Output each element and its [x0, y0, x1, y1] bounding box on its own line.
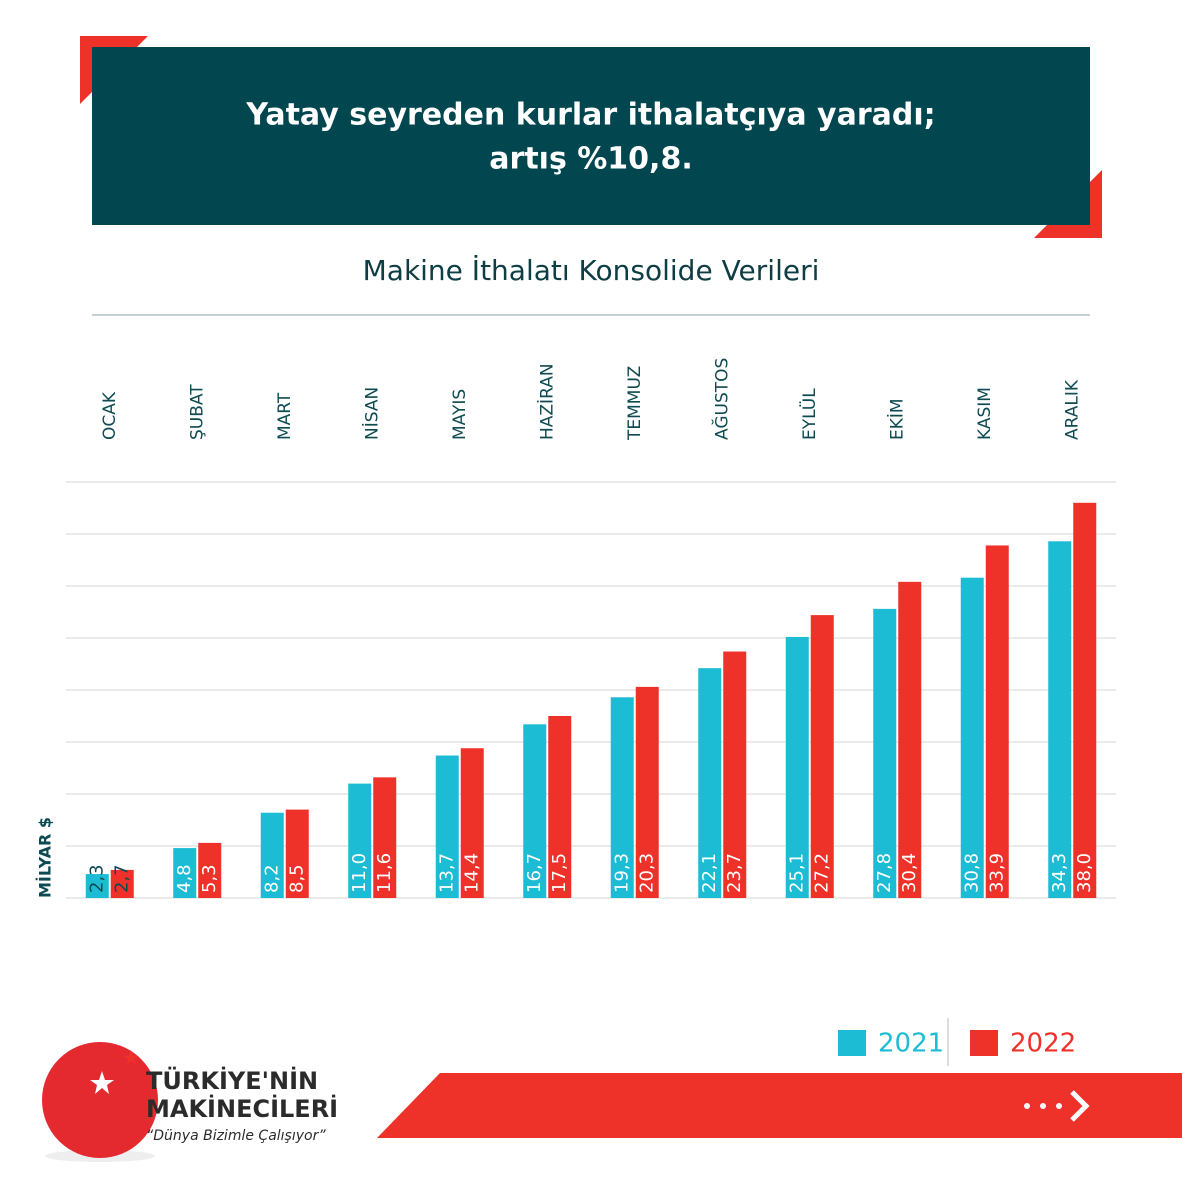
footer-band [377, 1073, 1182, 1138]
bar [810, 615, 834, 898]
bar [985, 545, 1009, 898]
value-label: 30,4 [899, 853, 920, 893]
x-tick-label: MAYIS [450, 389, 470, 440]
value-label: 2,3 [86, 864, 107, 893]
bar [960, 577, 984, 898]
bar [85, 874, 109, 898]
value-label: 33,9 [986, 853, 1007, 893]
x-tick-label: NİSAN [361, 387, 382, 440]
value-label: 4,8 [174, 864, 195, 893]
legend-swatch [838, 1030, 866, 1056]
legend-label: 2021 [878, 1029, 944, 1059]
value-label: 25,1 [786, 853, 807, 893]
bar [260, 812, 284, 898]
x-tick-label: HAZİRAN [536, 363, 557, 440]
value-label: 19,3 [611, 853, 632, 893]
logo-star [90, 1071, 114, 1094]
brand-slogan: “Dünya Bizimle Çalışıyor” [146, 1128, 326, 1144]
plot: OCAK 2,3 2,7 ŞUBAT 4,8 5,3 MART 8,2 8,5 NİSAN 11,0… [66, 358, 1116, 899]
bar [723, 651, 747, 898]
bar [373, 777, 397, 898]
x-tick-label: OCAK [100, 391, 120, 440]
bar [873, 608, 897, 898]
bar [635, 686, 659, 898]
value-label: 8,5 [286, 864, 307, 893]
bar [898, 581, 922, 898]
bar [460, 748, 484, 898]
value-label: 16,7 [524, 853, 545, 893]
value-label: 30,8 [961, 853, 982, 893]
x-tick-label: ŞUBAT [187, 384, 207, 440]
bar [698, 668, 722, 898]
value-label: 2,7 [111, 864, 132, 893]
bar [285, 809, 309, 898]
headline: artış %10,8. [489, 142, 692, 177]
x-tick-label: MART [275, 392, 295, 440]
value-label: 23,7 [724, 853, 745, 893]
value-label: 27,8 [874, 853, 895, 893]
x-tick-label: TEMMUZ [625, 366, 645, 441]
bar [110, 869, 134, 898]
logo-star [123, 1050, 139, 1065]
bar [785, 636, 809, 898]
value-label: 27,2 [811, 853, 832, 893]
legend-swatch [970, 1030, 998, 1056]
value-label: 5,3 [199, 864, 220, 893]
x-tick-label: AĞUSTOS [710, 358, 732, 440]
value-label: 11,0 [349, 853, 370, 893]
bar [548, 716, 572, 898]
bar [173, 848, 197, 898]
brand-name: TÜRKİYE'NİN [146, 1065, 318, 1095]
bar [198, 842, 222, 898]
value-label: 34,3 [1049, 853, 1070, 893]
bar [348, 783, 372, 898]
brand-name: MAKİNECİLERİ [146, 1094, 338, 1123]
value-label: 11,6 [374, 853, 395, 893]
value-label: 13,7 [436, 853, 457, 893]
bar [610, 697, 634, 898]
value-label: 14,4 [461, 853, 482, 893]
x-tick-label: EYLÜL [798, 388, 820, 440]
logo-circle [42, 1042, 158, 1158]
y-axis-label: MİLYAR $ [36, 817, 55, 898]
bar [1048, 541, 1072, 898]
header-box [92, 47, 1090, 225]
x-tick-label: KASIM [975, 387, 995, 440]
dot [1024, 1103, 1030, 1109]
legend-label: 2022 [1010, 1029, 1076, 1059]
x-tick-label: ARALIK [1062, 379, 1082, 440]
dot [1040, 1103, 1046, 1109]
x-tick-label: EKİM [886, 398, 907, 440]
dot [1056, 1103, 1062, 1109]
bar [1073, 502, 1097, 898]
legend: 2021 2022 [838, 1029, 1076, 1059]
headline: Yatay seyreden kurlar ithalatçıya yaradı… [245, 98, 935, 133]
value-label: 22,1 [699, 853, 720, 893]
chart-title: Makine İthalatı Konsolide Verileri [363, 254, 820, 287]
value-label: 20,3 [636, 853, 657, 893]
value-label: 38,0 [1074, 853, 1095, 893]
value-label: 8,2 [261, 864, 282, 893]
bar [435, 755, 459, 898]
bar [523, 724, 547, 898]
value-label: 17,5 [549, 853, 570, 893]
chevron [1070, 1090, 1090, 1122]
